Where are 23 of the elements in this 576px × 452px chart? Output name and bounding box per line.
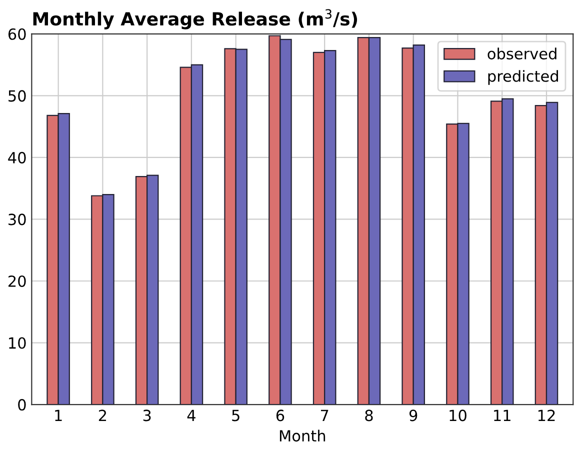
x-tick-label: 2	[98, 410, 106, 422]
x-tick-label: 10	[450, 410, 466, 422]
x-tick-label: 7	[320, 410, 328, 422]
x-tick-label: 8	[365, 410, 373, 422]
y-tick-label: 60	[8, 28, 26, 40]
legend-label: observed	[488, 48, 556, 60]
y-tick-label: 30	[8, 214, 26, 226]
y-tick-label: 10	[9, 337, 26, 349]
x-tick-label: 6	[276, 410, 284, 422]
x-axis-title: Month	[280, 430, 326, 442]
x-tick-label: 11	[494, 410, 510, 422]
legend-label: predicted	[488, 70, 558, 85]
x-tick-label: 3	[143, 410, 151, 422]
x-tick-label: 5	[232, 410, 240, 422]
chart-title: Monthly Average Release (m$^{3}$/s)	[33, 9, 358, 30]
y-tick-label: 40	[8, 152, 26, 164]
x-tick-label: 4	[187, 410, 196, 422]
x-tick-label: 9	[409, 410, 418, 422]
x-tick-label: 1	[55, 410, 62, 422]
y-tick-label: 20	[8, 275, 26, 288]
y-tick-label: 0	[18, 399, 26, 411]
x-tick-label: 12	[538, 410, 555, 422]
y-tick-label: 50	[8, 90, 26, 102]
